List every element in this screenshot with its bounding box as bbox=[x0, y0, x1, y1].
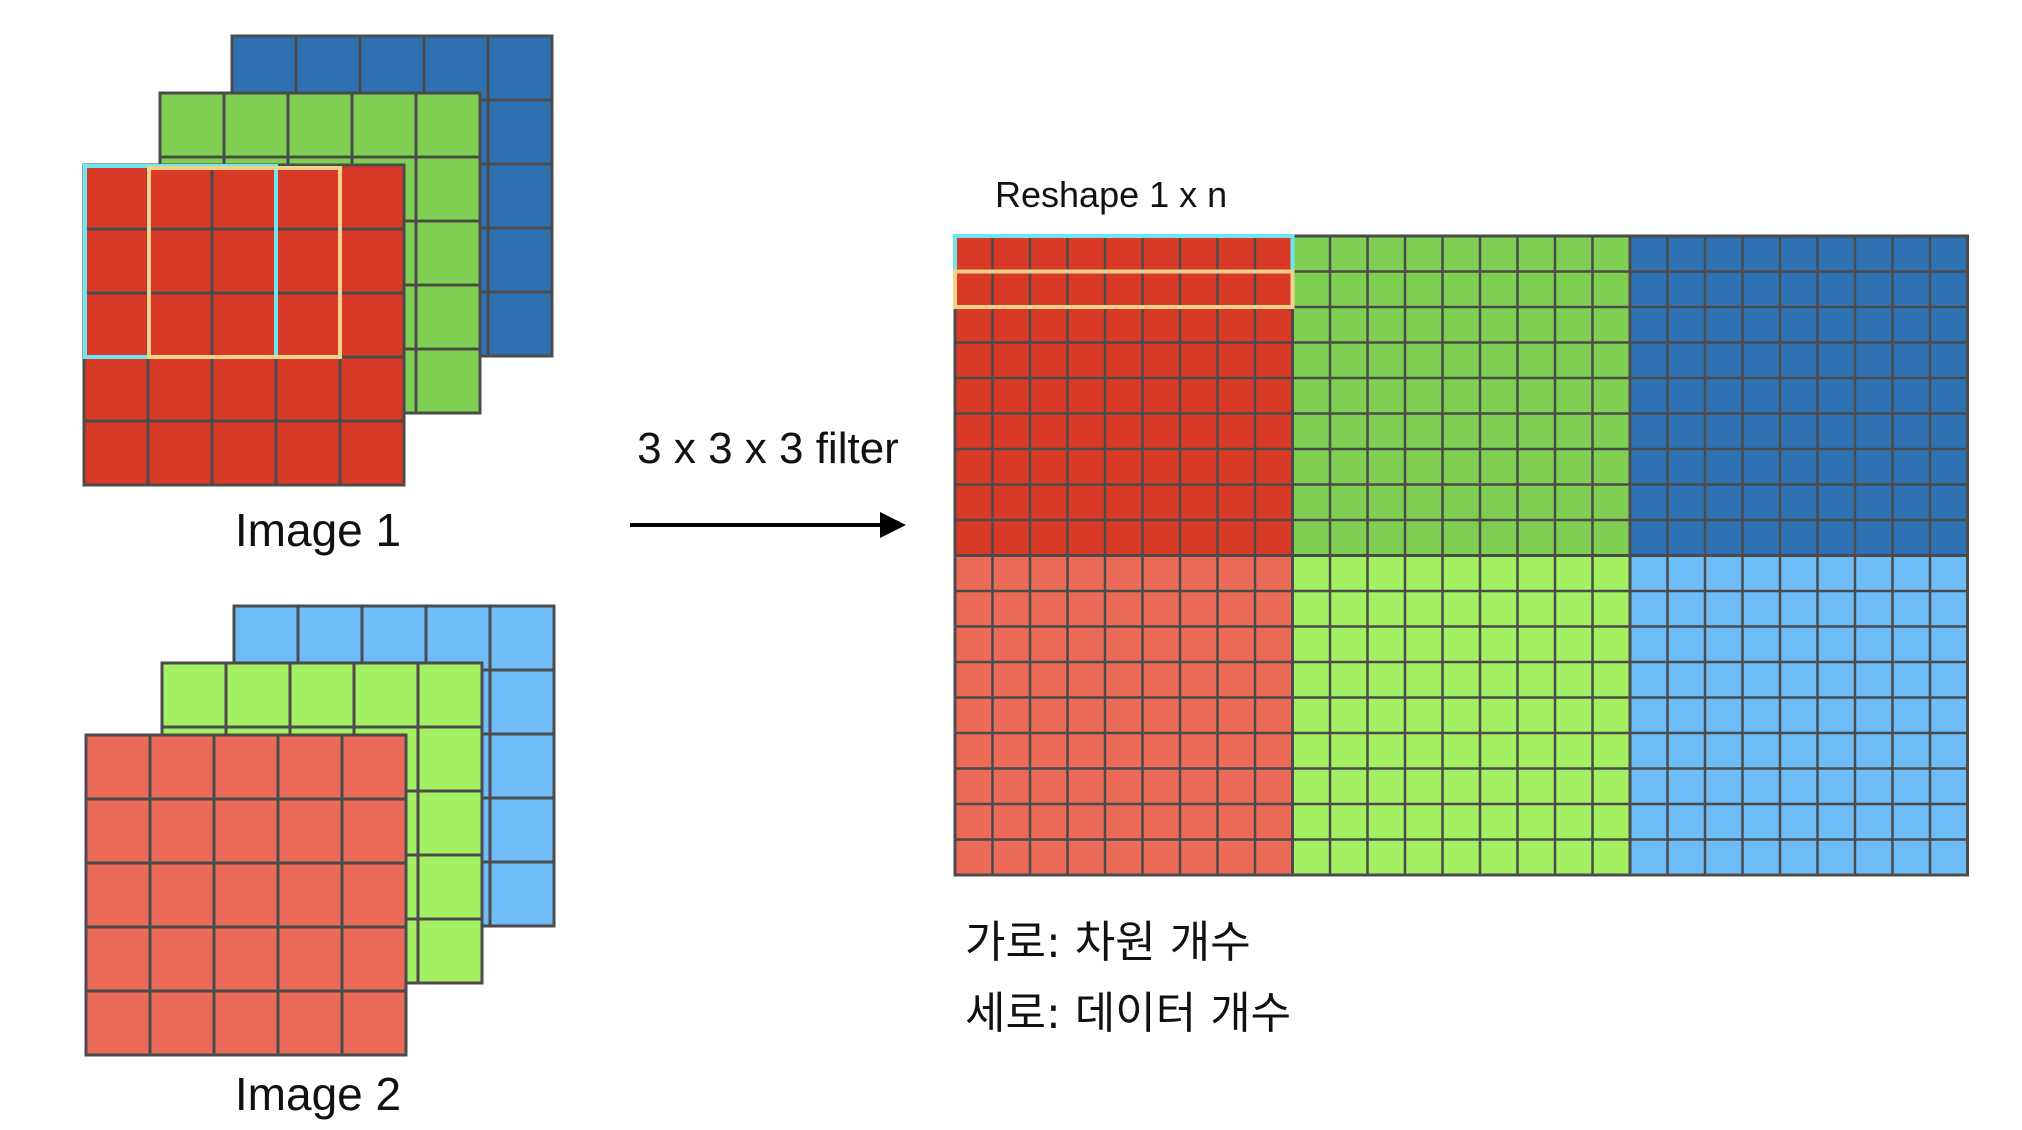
filter-window-second bbox=[147, 166, 342, 359]
filter-label: 3 x 3 x 3 filter bbox=[637, 424, 899, 473]
block-fill bbox=[955, 555, 1293, 875]
block-fill bbox=[1292, 555, 1630, 875]
channel-red-plane bbox=[82, 163, 406, 487]
reshape-title: Reshape 1 x n bbox=[995, 174, 1227, 215]
image2-green-block bbox=[1292, 555, 1630, 875]
arrow-head bbox=[880, 512, 906, 538]
block-fill bbox=[1630, 236, 1968, 556]
image-1-label: Image 1 bbox=[235, 504, 401, 556]
row-highlight-second bbox=[953, 269, 1295, 309]
filter-windows bbox=[83, 164, 342, 359]
image1-blue-block bbox=[1630, 236, 1968, 556]
image2-red-block bbox=[955, 555, 1293, 875]
channel-red-layer bbox=[84, 733, 408, 1057]
image-1-stack bbox=[82, 34, 554, 487]
block-fill bbox=[1630, 555, 1968, 875]
image-2-stack bbox=[84, 604, 556, 1057]
channel-red-plane bbox=[84, 733, 408, 1057]
block-fill bbox=[1292, 236, 1630, 556]
image-2-label: Image 2 bbox=[235, 1068, 401, 1120]
matrix-border bbox=[953, 234, 1969, 877]
channel-red-layer bbox=[82, 163, 406, 487]
image2-blue-block bbox=[1630, 555, 1968, 875]
reshaped-matrix bbox=[953, 234, 1969, 877]
image1-red-block bbox=[955, 236, 1293, 556]
arrow bbox=[630, 512, 906, 538]
matrix-row-highlights bbox=[953, 234, 1295, 309]
note-vertical: 세로: 데이터 개수 bbox=[965, 988, 1291, 1039]
block-fill bbox=[955, 236, 1293, 556]
note-horizontal: 가로: 차원 개수 bbox=[965, 917, 1251, 968]
image1-green-block bbox=[1292, 236, 1630, 556]
